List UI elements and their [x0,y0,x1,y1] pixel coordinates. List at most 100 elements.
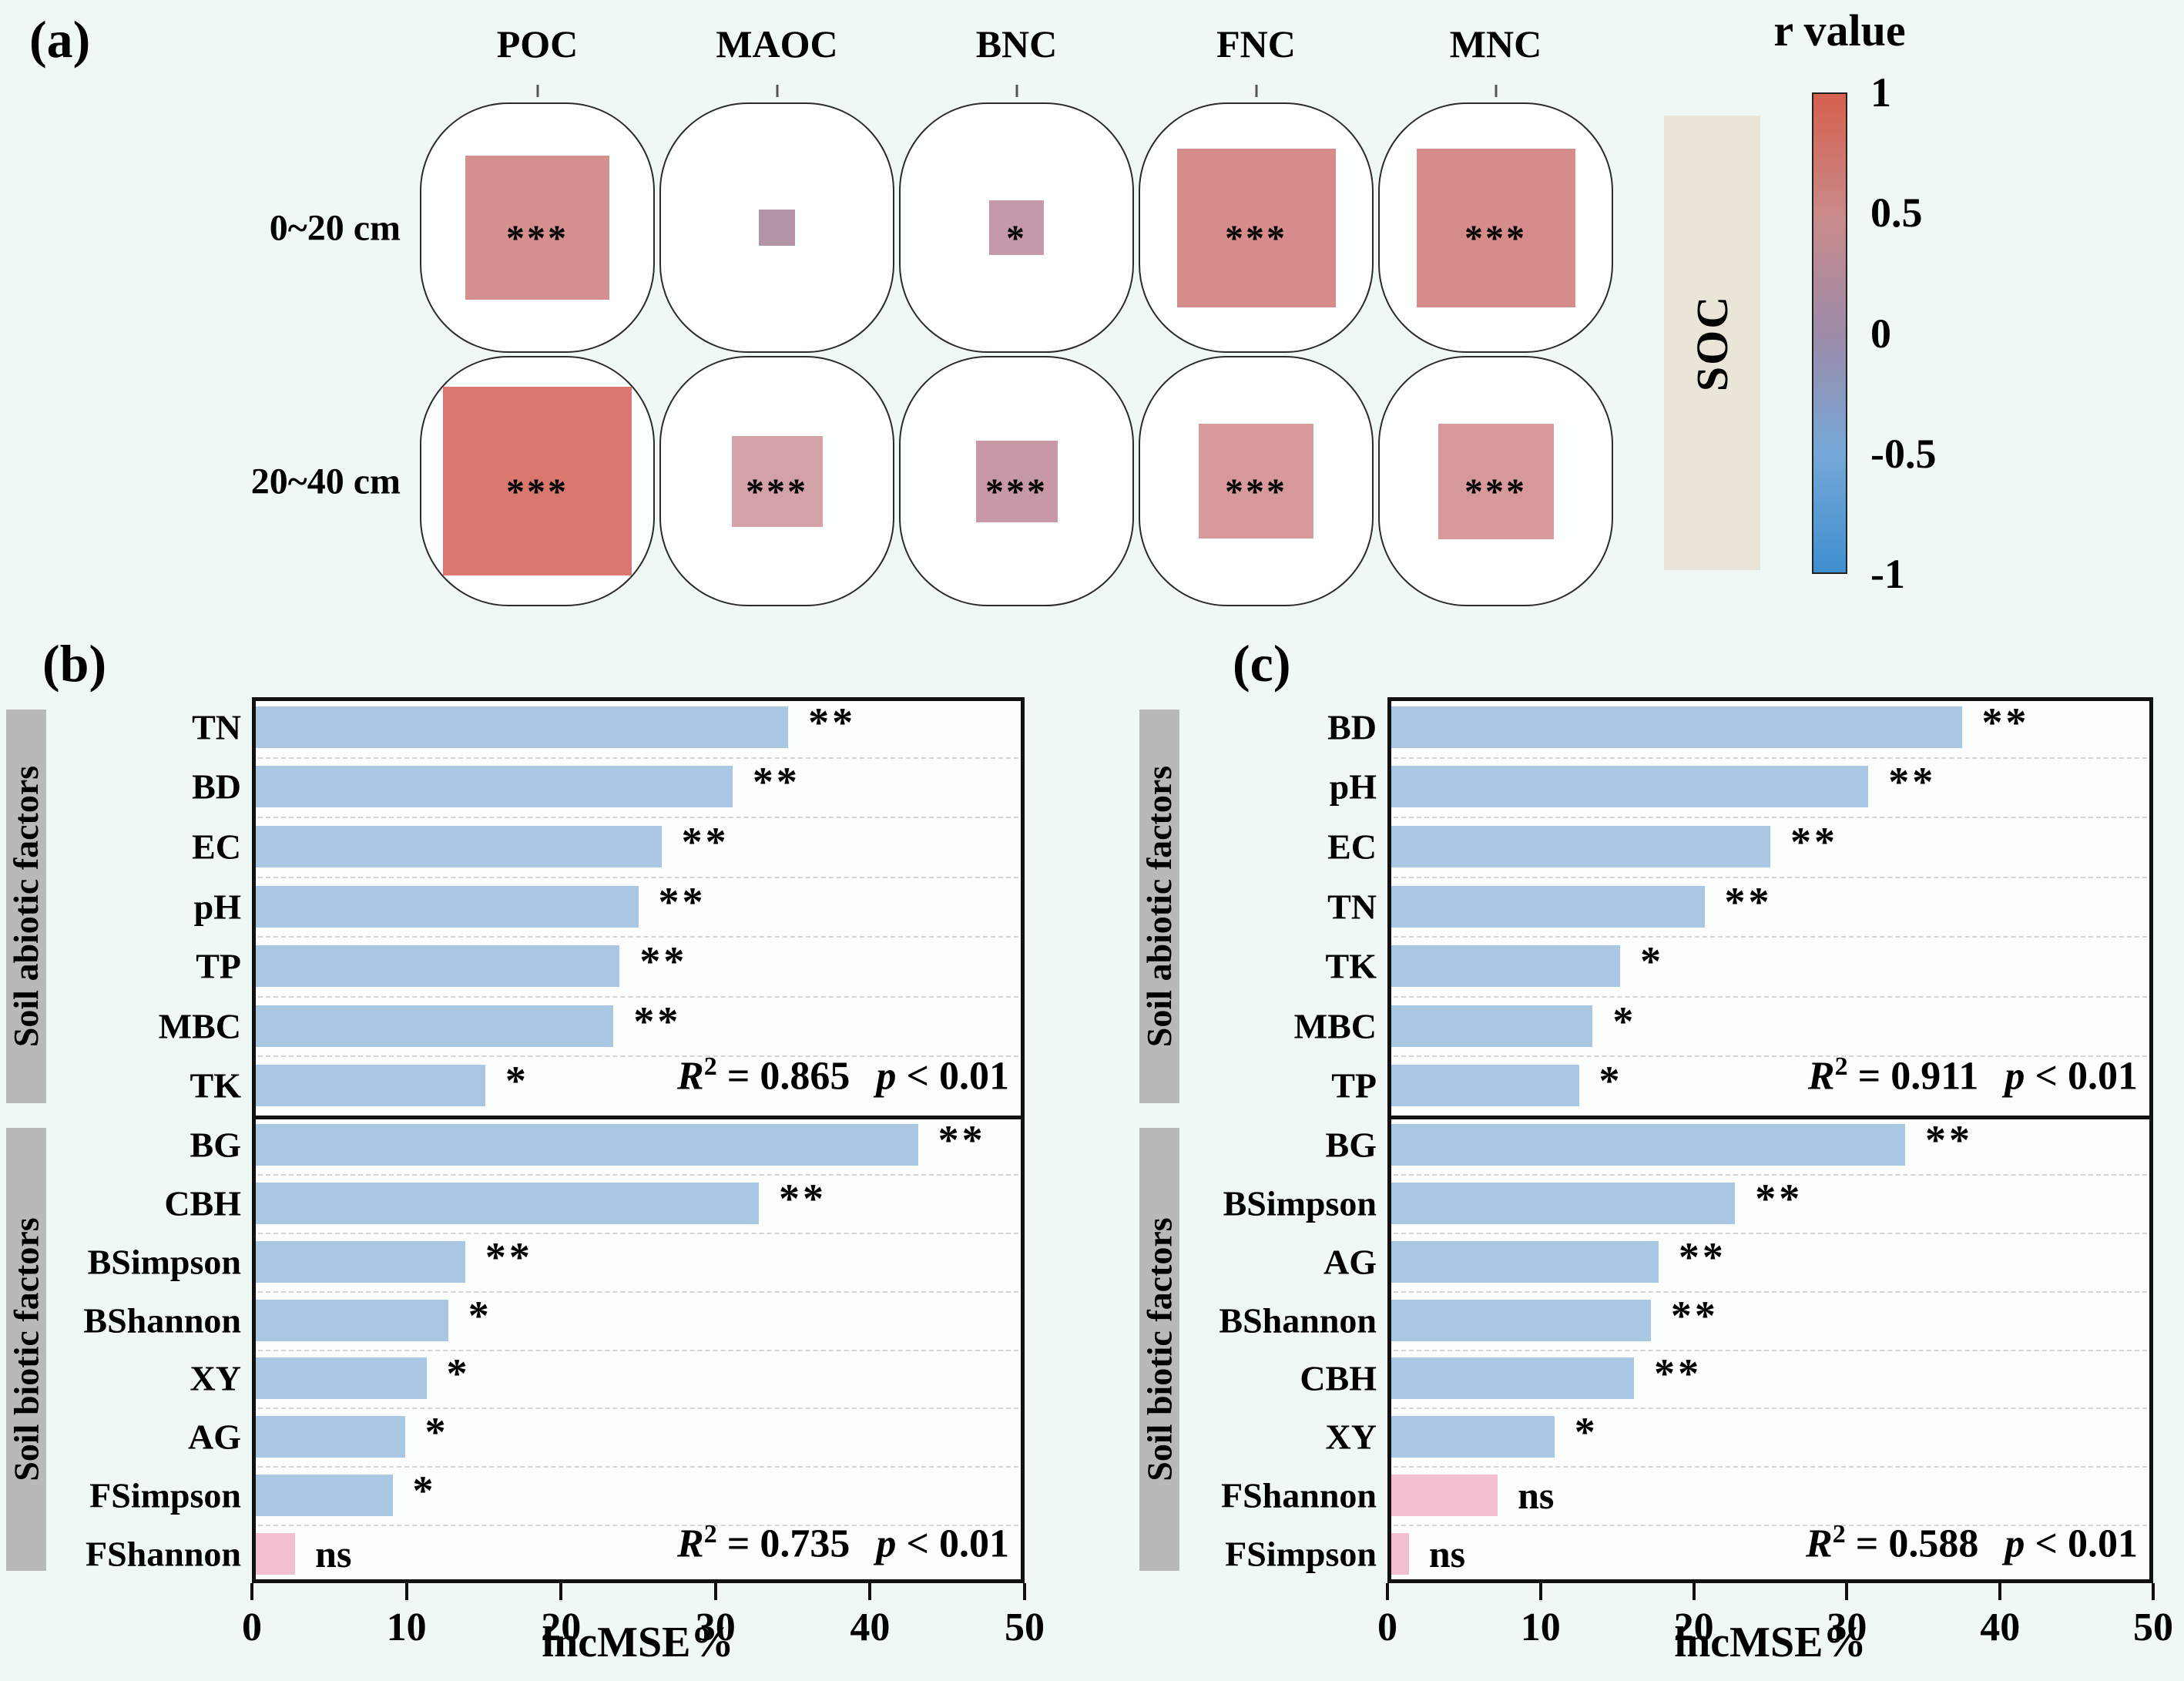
bar-bshannon [1391,1299,1651,1341]
column-header-bnc: BNC [975,22,1058,65]
grid-separator [1394,1466,2147,1468]
r2-annotation-part: 2 [703,1520,717,1548]
x-tick-label-0: 0 [242,1606,262,1649]
bar-label-xy: XY [190,1358,241,1398]
r2-annotation-part: < 0.01 [2025,1054,2138,1099]
soc-label: SOC [1687,294,1738,391]
r-square-mnc-row0: *** [1416,148,1575,307]
x-tick-label-20: 20 [541,1606,582,1649]
x-tick-label-10: 10 [386,1606,427,1649]
bar-label-tk: TK [1325,946,1377,986]
column-header-poc: POC [496,22,579,65]
x-tick-label-20: 20 [1673,1606,1714,1649]
bar-cbh [256,1182,759,1224]
panel-c-xaxis-title: lncMSE% [1674,1619,1867,1666]
r2-annotation-part: p [2005,1522,2025,1566]
bar-ag [1391,1240,1659,1283]
x-tick [2152,1583,2155,1600]
grid-separator [1394,1173,2147,1176]
x-tick-label-40: 40 [850,1606,891,1649]
bar-label-bd: BD [192,767,241,807]
x-tick-label-50: 50 [1005,1606,1045,1649]
r2-annotation-part: p [2005,1054,2025,1099]
bar-ec [256,825,662,867]
grid-separator [258,1055,1018,1058]
bar-bshannon [256,1299,448,1341]
bar-label-ec: EC [192,827,241,867]
bar-label-tp: TP [1331,1065,1377,1106]
grid-separator [1394,1408,2147,1410]
r2-annotation-part: p [876,1054,897,1099]
grid-separator [258,1408,1018,1410]
x-tick [1538,1583,1542,1600]
grid-separator [1394,757,2147,759]
bar-label-cbh: CBH [164,1183,241,1223]
r2-annotation-biotic: R2 = 0.735 p < 0.01 [285,1520,1009,1566]
group-strip-abiotic: Soil abiotic factors [6,710,46,1103]
x-tick-label-50: 50 [2133,1606,2173,1649]
x-tick [404,1583,408,1600]
grid-separator [258,817,1018,819]
grid-separator [258,936,1018,938]
bar-tk [256,1065,485,1107]
grid-separator [258,995,1018,998]
grid-separator [258,1466,1018,1468]
bar-label-tn: TN [1327,887,1377,926]
grid-separator [1394,817,2147,819]
grid-separator [258,876,1018,878]
bar-bsimpson [1391,1182,1736,1224]
r2-annotation-part: = 0.911 [1847,1054,1979,1099]
column-header-tick [536,85,538,97]
bar-bd [1391,706,1962,748]
bar-ag [256,1416,405,1458]
x-tick [559,1583,563,1600]
colorbar-tick-1: 1 [1870,69,1891,116]
bar-tn [256,706,789,748]
r-square-mnc-row1: *** [1438,423,1554,539]
x-tick [1845,1583,1849,1600]
r2-annotation-part: 2 [1834,1052,1848,1081]
bar-label-fshannon: FShannon [1220,1475,1377,1515]
significance-fsimpson: ns [1428,1532,1466,1576]
colorbar-tick-0: 0 [1870,310,1891,357]
x-tick-label-30: 30 [1827,1606,1867,1649]
panel-b-xaxis-title: lncMSE% [542,1619,734,1666]
grid-separator [1394,1055,2147,1058]
grid-separator [1394,995,2147,998]
row-label-20-40cm: 20~40 cm [250,461,401,502]
bar-label-fsimpson: FSimpson [1225,1534,1377,1574]
bar-tp [256,945,620,988]
significance-fshannon: ns [1518,1474,1555,1518]
column-header-tick [1255,85,1257,97]
x-tick [1692,1583,1696,1600]
r-square-maoc-row0 [759,210,795,246]
r2-annotation-abiotic: R2 = 0.865 p < 0.01 [285,1052,1009,1099]
bar-label-xy: XY [1325,1417,1377,1457]
column-header-tick [1495,85,1497,97]
bar-label-ag: AG [1323,1242,1377,1282]
column-header-maoc: MAOC [716,22,838,65]
grid-separator [1394,1525,2147,1527]
r2-annotation-abiotic: R2 = 0.911 p < 0.01 [1414,1052,2138,1099]
group-strip-abiotic: Soil abiotic factors [1139,710,1179,1103]
x-tick [250,1583,253,1600]
bar-label-tk: TK [190,1065,241,1106]
r2-annotation-part: 2 [703,1052,717,1081]
r-square-poc-row0: *** [465,156,609,300]
bar-fshannon [1391,1475,1498,1517]
r2-annotation-part: R [1806,1522,1833,1566]
bar-mbc [256,1005,614,1047]
bar-bg [1391,1123,1905,1166]
bar-bg [256,1123,918,1166]
r2-annotation-part: 2 [1832,1520,1846,1548]
bar-bsimpson [256,1240,465,1283]
x-tick-label-40: 40 [1980,1606,2021,1649]
grid-separator [258,1525,1018,1527]
r-square-fnc-row0: *** [1176,148,1336,307]
bar-label-bg: BG [1325,1125,1377,1165]
colorbar-title: r value [1773,5,1906,55]
x-tick [1386,1583,1389,1600]
column-header-fnc: FNC [1216,22,1296,65]
grid-separator [1394,1232,2147,1234]
